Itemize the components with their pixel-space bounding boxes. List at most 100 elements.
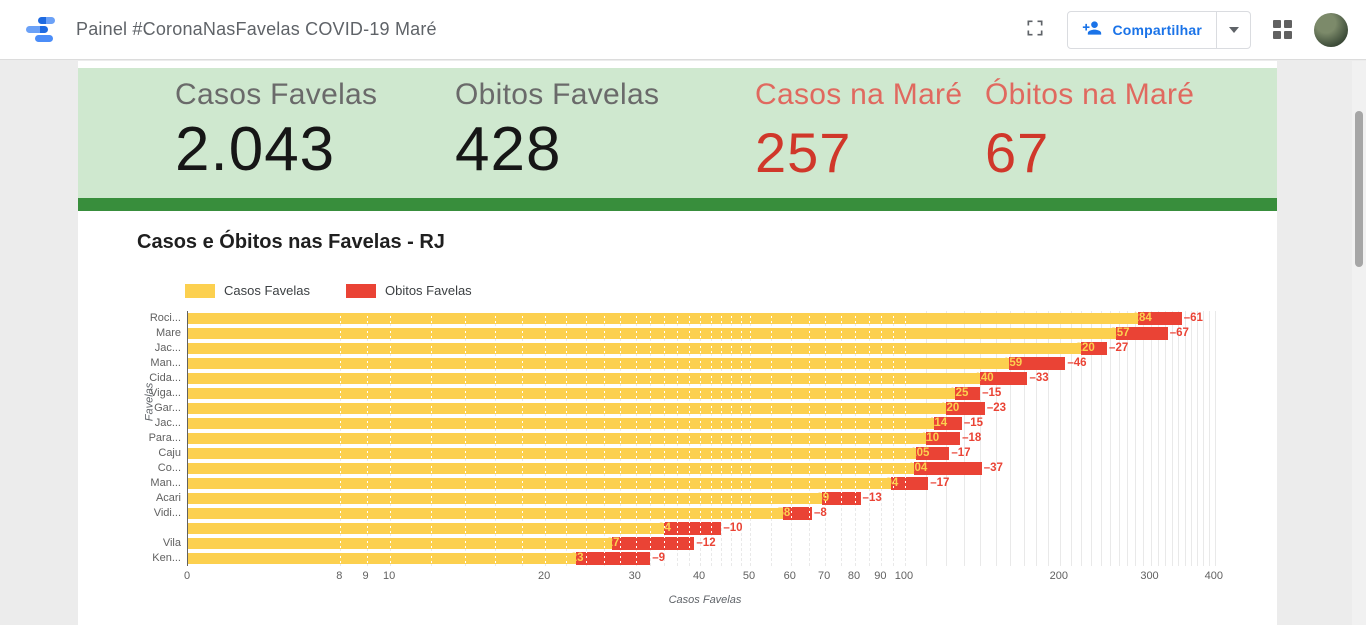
chart-card: Casos e Óbitos nas Favelas - RJ Casos Fa… (78, 211, 1277, 625)
bar-obitos[interactable] (891, 477, 929, 490)
bar-obitos[interactable] (954, 387, 981, 400)
chart-legend: Casos Favelas Obitos Favelas (185, 283, 472, 298)
stat-casos-mare: Casos na Maré 257 (755, 78, 962, 185)
gridline-dash (566, 311, 568, 566)
bar-casos[interactable] (188, 358, 1009, 369)
bar-obitos[interactable] (576, 552, 651, 565)
share-button[interactable]: Compartilhar (1068, 12, 1216, 48)
gridline (1171, 311, 1173, 566)
legend-swatch-obitos (345, 283, 376, 298)
page-background: Casos Favelas 2.043 Obitos Favelas 428 C… (0, 61, 1366, 625)
bar-casos[interactable] (188, 388, 955, 399)
y-axis-label: Roci... (149, 312, 181, 324)
bar-casos[interactable] (188, 448, 916, 459)
bar-casos[interactable] (188, 328, 1116, 339)
person-add-icon (1082, 18, 1102, 41)
bar-obitos[interactable] (945, 402, 985, 415)
bar-value-casos: –34 (651, 522, 671, 534)
gridline-dash (893, 311, 895, 566)
stat-label: Casos Favelas (175, 78, 378, 111)
bar-casos[interactable] (188, 553, 577, 564)
gridline-dash (663, 311, 665, 566)
gridline-dash (620, 311, 622, 566)
chevron-down-icon (1228, 26, 1239, 33)
bar-casos[interactable] (188, 478, 892, 489)
share-split-button[interactable]: Compartilhar (1067, 10, 1251, 49)
bar-casos[interactable] (188, 418, 935, 429)
x-axis-tick: 200 (1049, 570, 1069, 582)
gridline-dash (603, 311, 605, 566)
gridline-dash (585, 311, 587, 566)
x-axis-tick: 60 (783, 570, 796, 582)
bar-casos[interactable] (188, 523, 664, 534)
gridline (1126, 311, 1128, 566)
bar-obitos[interactable] (663, 522, 722, 535)
scrollbar-thumb[interactable] (1355, 111, 1363, 267)
x-axis-tick: 100 (894, 570, 914, 582)
gridline (1091, 311, 1093, 566)
bar-obitos[interactable] (913, 462, 982, 475)
stat-value: 257 (755, 121, 852, 184)
bar-casos[interactable] (188, 463, 914, 474)
gridline (1023, 311, 1025, 566)
stat-label: Obitos Favelas (455, 78, 660, 111)
gridline-dash (495, 311, 497, 566)
gridline-dash (840, 311, 842, 566)
x-axis-tick: 90 (874, 570, 887, 582)
bar-obitos[interactable] (934, 417, 962, 430)
gridline (1214, 311, 1216, 566)
fullscreen-icon (1025, 18, 1045, 41)
scrollbar-track[interactable] (1352, 61, 1366, 625)
bar-casos[interactable] (188, 508, 784, 519)
bar-obitos[interactable] (1138, 312, 1182, 325)
gridline (1109, 311, 1111, 566)
gridline (1164, 311, 1166, 566)
bar-value-obitos: –9 (652, 552, 665, 564)
bar-value-casos: –105 (903, 447, 930, 459)
bar-value-casos: –220 (1069, 342, 1095, 354)
bar-obitos[interactable] (1008, 357, 1066, 370)
apps-grid-button[interactable] (1269, 16, 1296, 43)
avatar[interactable] (1314, 12, 1348, 47)
bar-casos[interactable] (188, 538, 613, 549)
y-axis-label: Gar... (154, 402, 181, 414)
bar-casos[interactable] (188, 493, 822, 504)
bar-obitos[interactable] (980, 372, 1028, 385)
report-title: Painel #CoronaNasFavelas COVID-19 Maré (76, 19, 437, 39)
bar-value-obitos: –33 (1029, 372, 1049, 384)
gridline (1100, 311, 1102, 566)
bar-casos[interactable] (188, 433, 927, 444)
gridline (1048, 311, 1050, 566)
bar-obitos[interactable] (783, 507, 812, 520)
divider-strip (78, 198, 1277, 211)
gridline-dash (790, 311, 792, 566)
bar-value-obitos: –10 (723, 522, 743, 534)
bar-obitos[interactable] (1115, 327, 1168, 340)
y-axis-label: Ken... (152, 552, 181, 564)
bar-casos[interactable] (188, 313, 1139, 324)
share-dropdown-button[interactable] (1216, 11, 1250, 48)
gridline-dash (366, 311, 368, 566)
bar-casos[interactable] (188, 343, 1082, 354)
gridline (1009, 311, 1011, 566)
data-studio-logo-icon[interactable] (24, 15, 58, 45)
bar-obitos[interactable] (612, 537, 695, 550)
gridline-dash (340, 311, 342, 566)
bar-obitos[interactable] (915, 447, 950, 460)
share-button-label: Compartilhar (1112, 21, 1202, 38)
gridline-dash (465, 311, 467, 566)
bar-value-obitos: –67 (1169, 327, 1189, 339)
stat-value: 67 (985, 121, 1050, 184)
bar-value-casos: –140 (968, 372, 994, 384)
x-axis-tick: 9 (362, 570, 369, 582)
gridline (1081, 311, 1083, 566)
bar-value-casos: –120 (933, 402, 960, 414)
bar-casos[interactable] (188, 373, 981, 384)
bar-obitos[interactable] (926, 432, 961, 445)
bar-obitos[interactable] (1081, 342, 1108, 355)
gridline (1209, 311, 1211, 566)
legend-item-casos: Casos Favelas (185, 283, 310, 298)
gridline-dash (430, 311, 432, 566)
fullscreen-button[interactable] (1021, 14, 1049, 45)
chart-title: Casos e Óbitos nas Favelas - RJ (137, 231, 445, 253)
